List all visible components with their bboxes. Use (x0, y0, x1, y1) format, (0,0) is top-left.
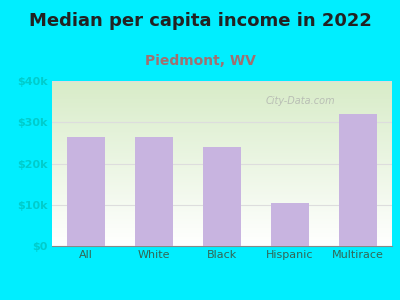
Text: Median per capita income in 2022: Median per capita income in 2022 (28, 12, 372, 30)
Text: Piedmont, WV: Piedmont, WV (144, 54, 256, 68)
Bar (271, 203, 309, 246)
Bar (67, 137, 105, 246)
Bar (203, 147, 241, 246)
Bar (339, 114, 377, 246)
Text: City-Data.com: City-Data.com (265, 96, 335, 106)
Bar (135, 137, 173, 246)
